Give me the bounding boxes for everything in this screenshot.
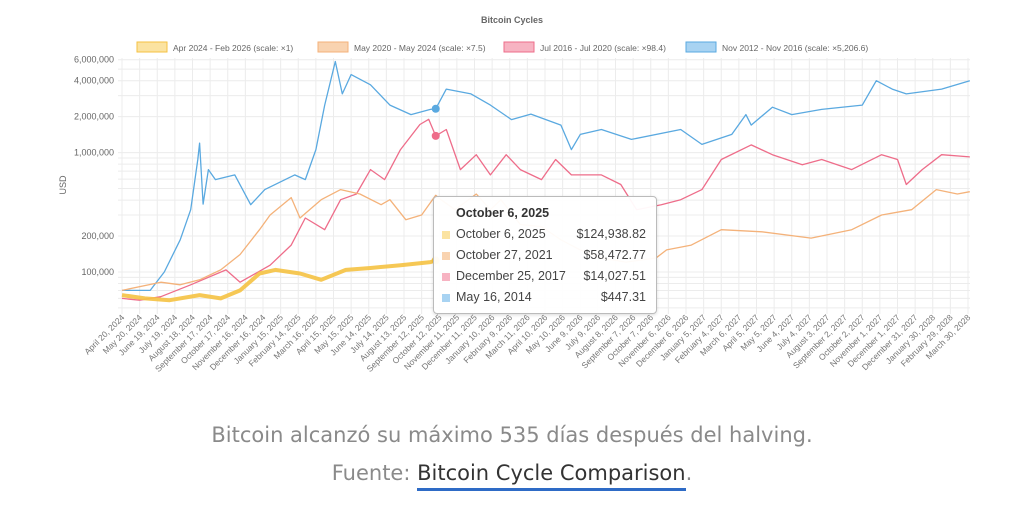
tooltip-row: May 16, 2014 $447.31 — [442, 290, 646, 306]
source-prefix: Fuente: — [331, 461, 418, 485]
y-tick-label: 200,000 — [81, 231, 114, 241]
tooltip-row-value: $14,027.51 — [583, 269, 646, 283]
source-suffix: . — [685, 461, 693, 485]
grid — [118, 58, 970, 314]
tooltip-row-value: $447.31 — [600, 290, 646, 304]
source-line: Fuente: Bitcoin Cycle Comparison. — [0, 461, 1024, 491]
series-line — [121, 258, 437, 303]
legend-label: Apr 2024 - Feb 2026 (scale: ×1) — [173, 43, 293, 53]
tooltip-row-label: May 16, 2014 — [456, 290, 532, 304]
tooltip-row: October 27, 2021 $58,472.77 — [442, 248, 646, 264]
legend-swatch-icon — [685, 41, 717, 53]
hover-point — [431, 104, 440, 113]
y-axis-label: USD — [58, 175, 68, 195]
tooltip-title: October 6, 2025 — [456, 206, 550, 220]
legend-swatch-icon — [503, 41, 535, 53]
legend-swatch-icon — [442, 252, 450, 260]
y-axis: 6,000,000 4,000,000 2,000,000 1,000,000 200,… — [74, 55, 114, 277]
legend-item: May 2020 - May 2024 (scale: ×7.5) — [317, 41, 486, 53]
y-tick-label: 1,000,000 — [74, 148, 114, 158]
tooltip-row-label: December 25, 2017 — [456, 269, 566, 283]
legend: Apr 2024 - Feb 2026 (scale: ×1) May 2020 … — [136, 41, 868, 53]
series-lines — [121, 60, 970, 303]
y-tick-label: 2,000,000 — [74, 112, 114, 122]
legend-swatch-icon — [136, 41, 168, 53]
y-tick-label: 100,000 — [81, 267, 114, 277]
tooltip-row: October 6, 2025 $124,938.82 — [442, 227, 646, 243]
caption-text: Bitcoin alcanzó su máximo 535 días despu… — [211, 423, 813, 447]
legend-swatch-icon — [442, 231, 450, 239]
y-tick-label: 6,000,000 — [74, 55, 114, 65]
tooltip: October 6, 2025 October 6, 2025 $124,938.… — [433, 196, 657, 314]
tooltip-row: December 25, 2017 $14,027.51 — [442, 269, 646, 285]
chart-title: Bitcoin Cycles — [481, 15, 543, 25]
tooltip-row-value: $58,472.77 — [583, 248, 646, 262]
tooltip-row-label: October 27, 2021 — [456, 248, 553, 262]
legend-item: Apr 2024 - Feb 2026 (scale: ×1) — [136, 41, 293, 53]
y-tick-label: 4,000,000 — [74, 76, 114, 86]
tooltip-row-label: October 6, 2025 — [456, 227, 546, 241]
legend-label: May 2020 - May 2024 (scale: ×7.5) — [354, 43, 486, 53]
hover-point — [431, 131, 440, 140]
legend-item: Jul 2016 - Jul 2020 (scale: ×98.4) — [503, 41, 666, 53]
legend-swatch-icon — [442, 273, 450, 281]
tooltip-row-value: $124,938.82 — [576, 227, 646, 241]
legend-swatch-icon — [442, 294, 450, 302]
series-line — [121, 118, 970, 301]
series-line — [121, 188, 970, 292]
source-link[interactable]: Bitcoin Cycle Comparison — [417, 461, 686, 491]
bitcoin-cycles-chart: Bitcoin Cycles Apr 2024 - Feb 2026 (scal… — [58, 15, 973, 374]
legend-swatch-icon — [317, 41, 349, 53]
legend-item: Nov 2012 - Nov 2016 (scale: ×5,206.6) — [685, 41, 868, 53]
legend-label: Nov 2012 - Nov 2016 (scale: ×5,206.6) — [722, 43, 868, 53]
legend-label: Jul 2016 - Jul 2020 (scale: ×98.4) — [540, 43, 666, 53]
